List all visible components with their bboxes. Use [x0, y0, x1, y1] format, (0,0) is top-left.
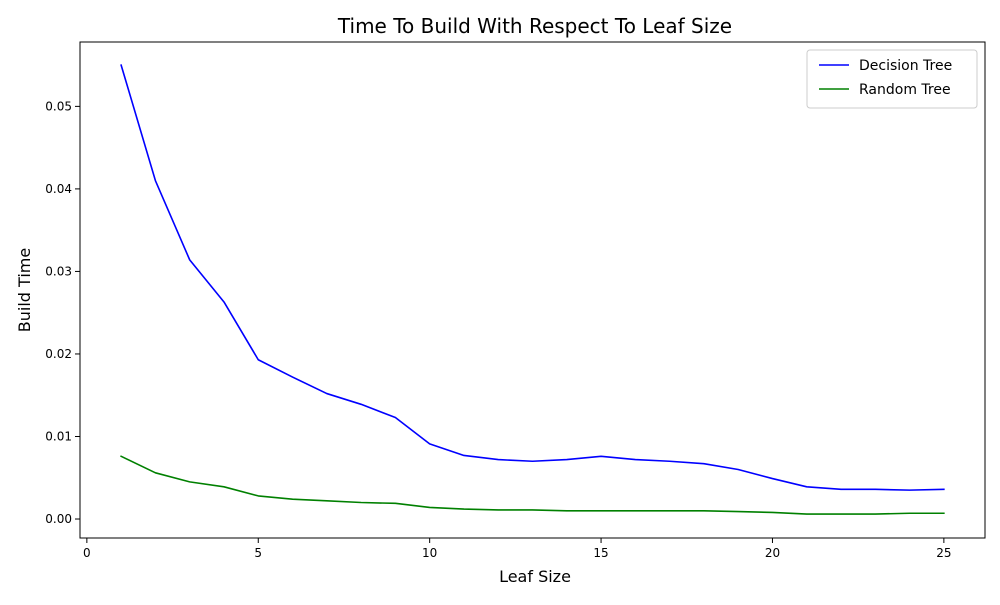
chart-title: Time To Build With Respect To Leaf Size [337, 14, 732, 38]
legend-box [806, 49, 978, 109]
axes: 0 5 10 15 20 25 0.00 0.01 0.02 0.03 0.04 0.05 [45, 41, 986, 560]
series-line-decision-tree [120, 64, 945, 491]
y-tick-label: 0.04 [45, 182, 72, 196]
y-tick-label: 0.02 [45, 347, 72, 361]
legend-label-random-tree: Random Tree [859, 82, 951, 98]
legend: Decision Tree Random Tree [806, 49, 978, 109]
x-axis-label: Leaf Size [499, 567, 571, 586]
x-tick-label: 15 [593, 546, 608, 560]
y-tick-label: 0.00 [45, 512, 72, 526]
y-axis-label: Build Time [15, 248, 34, 332]
series-line-random-tree [120, 455, 945, 515]
legend-label-decision-tree: Decision Tree [859, 58, 952, 74]
y-tick-label: 0.03 [45, 264, 72, 278]
axes-frame [79, 41, 986, 539]
x-tick-label: 25 [936, 546, 951, 560]
plot-area [120, 64, 945, 515]
y-tick-label: 0.01 [45, 429, 72, 443]
x-tick-label: 20 [765, 546, 780, 560]
x-tick-label: 0 [83, 546, 91, 560]
x-tick-label: 10 [422, 546, 437, 560]
y-tick-label: 0.05 [45, 99, 72, 113]
x-tick-label: 5 [254, 546, 262, 560]
